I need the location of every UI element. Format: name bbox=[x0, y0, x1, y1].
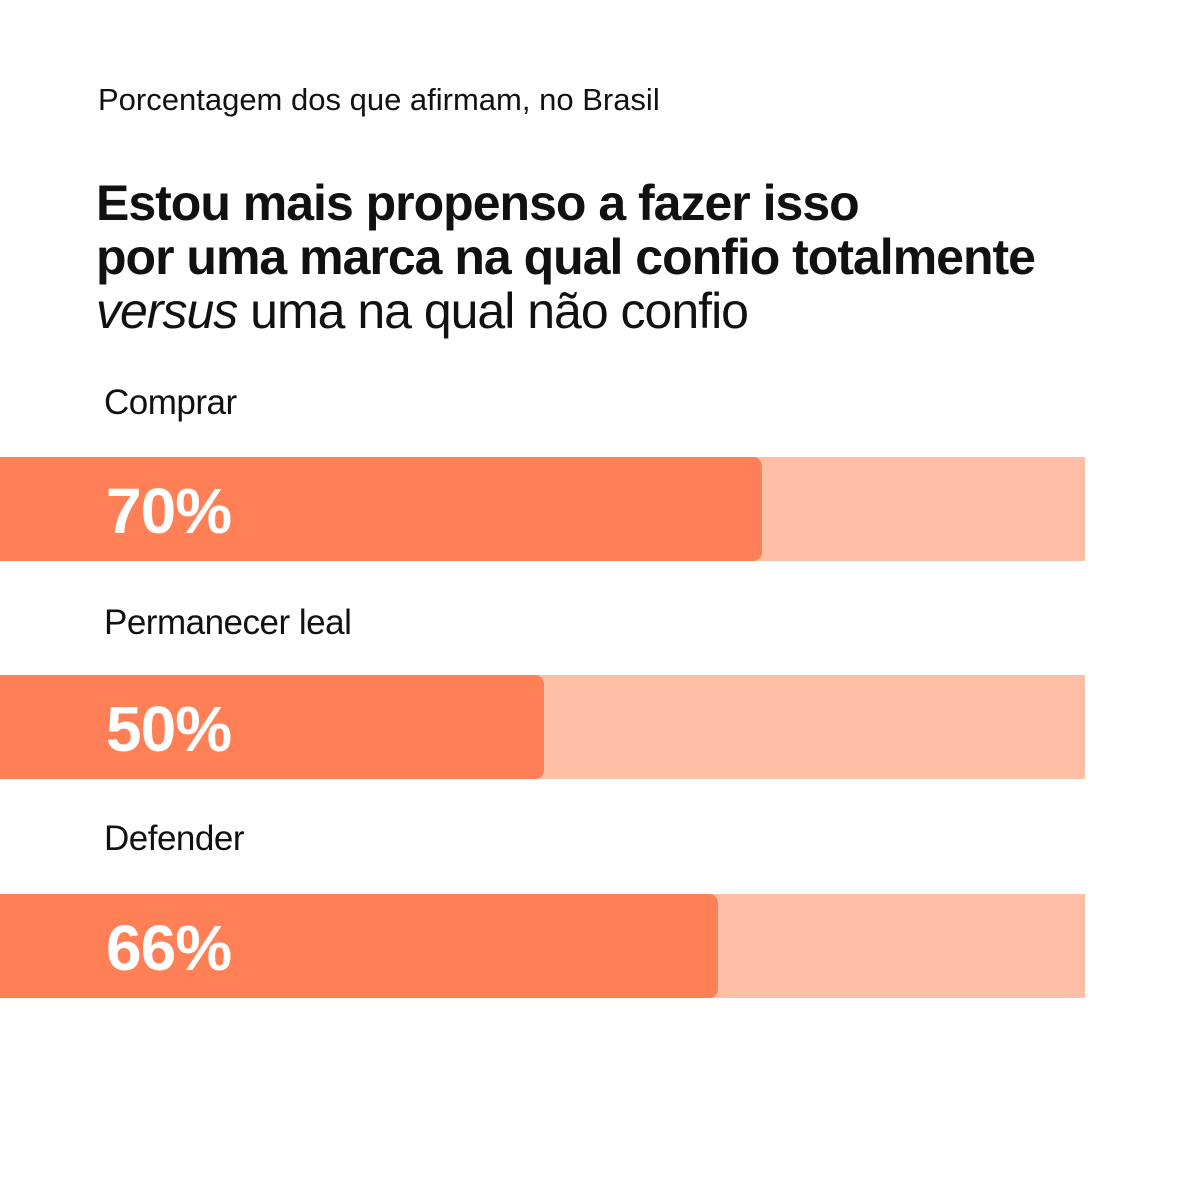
category-label-permanecer-leal: Permanecer leal bbox=[104, 603, 352, 642]
chart-title-line-3: versus uma na qual não confio bbox=[96, 284, 1156, 338]
category-label-defender: Defender bbox=[104, 819, 244, 858]
category-label-comprar: Comprar bbox=[104, 383, 237, 422]
value-label-permanecer-leal: 50% bbox=[106, 693, 232, 765]
chart-subtitle: Porcentagem dos que afirmam, no Brasil bbox=[98, 82, 660, 117]
bar-defender bbox=[0, 894, 718, 998]
chart-title: Estou mais propenso a fazer isso por uma… bbox=[96, 176, 1156, 338]
bar-comprar bbox=[0, 457, 762, 561]
chart-title-line-2: por uma marca na qual confio totalmente bbox=[96, 229, 1036, 285]
bar-permanecer-leal bbox=[0, 675, 544, 779]
bar-track-defender: 66% bbox=[0, 894, 1085, 998]
value-label-comprar: 70% bbox=[106, 475, 232, 547]
value-label-defender: 66% bbox=[106, 912, 232, 984]
bar-track-comprar: 70% bbox=[0, 457, 1085, 561]
chart-title-emphasis: versus bbox=[96, 283, 238, 339]
bar-track-permanecer-leal: 50% bbox=[0, 675, 1085, 779]
chart-title-line-1: Estou mais propenso a fazer isso bbox=[96, 175, 860, 231]
chart-title-line-3-rest: uma na qual não confio bbox=[237, 283, 749, 339]
